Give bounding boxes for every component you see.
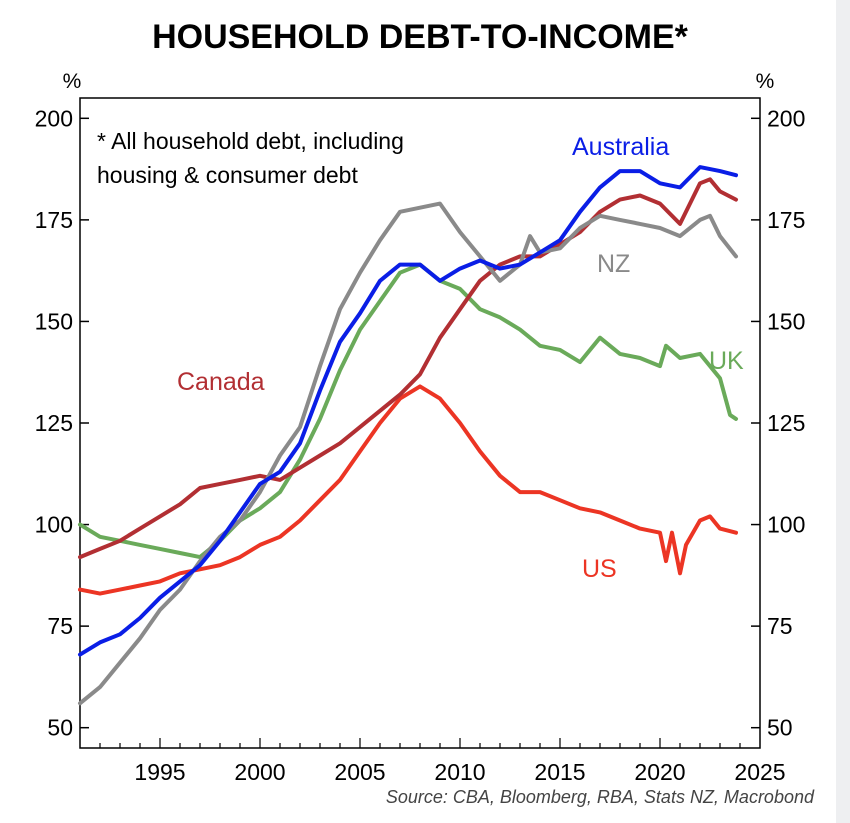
y-tick-label-right: 175: [767, 207, 805, 233]
y-tick-label-left: 200: [35, 105, 73, 131]
y-tick-label-left: 175: [35, 207, 73, 233]
series-label-nz: NZ: [597, 250, 630, 278]
y-tick-label-right: 100: [767, 512, 805, 538]
series-line-us: [78, 384, 738, 596]
y-tick-label-left: 100: [35, 512, 73, 538]
y-tick-label-left: 50: [47, 715, 73, 741]
x-tick-label: 2015: [534, 759, 585, 785]
y-tick-label-right: 50: [767, 715, 793, 741]
y-axis-unit-left: %: [63, 70, 82, 93]
y-axis-left: 50 75 100 125 150 175 200: [35, 105, 89, 741]
series-line-uk: [78, 262, 738, 560]
y-tick-label-right: 150: [767, 308, 805, 334]
series-lines: [78, 165, 738, 706]
x-tick-label: 2025: [734, 759, 785, 785]
series-label-canada: Canada: [177, 368, 265, 396]
x-tick-label: 1995: [134, 759, 185, 785]
y-tick-label-left: 125: [35, 410, 73, 436]
chart-source: Source: CBA, Bloomberg, RBA, Stats NZ, M…: [386, 787, 815, 807]
series-line-nz: [78, 201, 738, 706]
y-tick-label-right: 75: [767, 613, 793, 639]
chart-note-line-1: * All household debt, including: [97, 128, 404, 154]
plot-area-frame: [79, 97, 761, 749]
x-tick-label: 2000: [234, 759, 285, 785]
y-tick-label-left: 150: [35, 308, 73, 334]
y-axis-unit-right: %: [756, 70, 775, 93]
chart-title: HOUSEHOLD DEBT-TO-INCOME*: [152, 18, 689, 56]
x-tick-label: 2010: [434, 759, 485, 785]
y-tick-label-right: 125: [767, 410, 805, 436]
series-label-uk: UK: [709, 347, 744, 375]
x-axis: 1995 2000 2005 2010 2015 2020 2025: [99, 738, 786, 785]
series-line-australia: [78, 165, 738, 657]
series-label-australia: Australia: [572, 133, 669, 161]
x-tick-label: 2005: [334, 759, 385, 785]
series-line-canada: [78, 177, 738, 560]
chart-note-line-2: housing & consumer debt: [97, 162, 358, 188]
page-edge-strip: [836, 0, 850, 823]
x-tick-label: 2020: [634, 759, 685, 785]
y-tick-label-right: 200: [767, 105, 805, 131]
series-label-us: US: [582, 555, 617, 583]
y-axis-right: 50 75 100 125 150 175 200: [751, 105, 805, 741]
y-tick-label-left: 75: [47, 613, 73, 639]
